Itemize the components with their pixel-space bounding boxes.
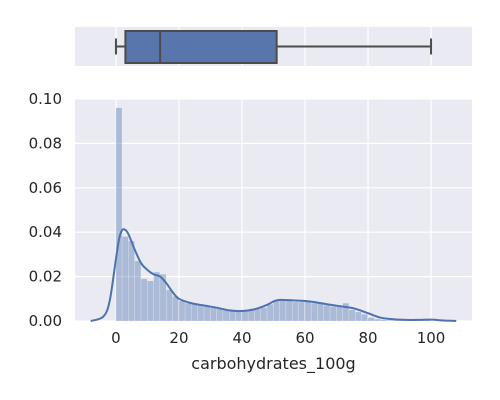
x-axis-title: carbohydrates_100g (191, 354, 355, 374)
y-tick-label: 0.08 (29, 134, 62, 152)
histogram-bar (216, 308, 223, 321)
histogram-bar (311, 303, 318, 321)
x-tick-label: 40 (232, 329, 251, 347)
histogram-bar (368, 317, 374, 321)
histogram-bar (305, 301, 311, 321)
y-tick-labels: 0.00 0.02 0.04 0.06 0.08 0.10 (29, 90, 62, 330)
histogram-bar (166, 289, 173, 321)
histogram-bar (286, 301, 293, 321)
histogram-bar (185, 303, 192, 321)
histogram-grid (75, 98, 472, 322)
box-iqr (124, 30, 278, 64)
histogram-bar (141, 278, 148, 321)
histogram-bar (361, 314, 368, 321)
histogram-bar (292, 302, 299, 321)
x-tick-label: 100 (417, 329, 446, 347)
histogram-bar (342, 303, 349, 321)
histogram-bar (349, 309, 356, 321)
histogram-bar (134, 261, 141, 321)
histogram-bar (210, 307, 217, 321)
histogram-bars (115, 107, 431, 321)
histogram-bar (355, 312, 362, 321)
histogram-panel: 0 20 40 60 80 100 0.00 0.02 0.04 0.06 0.08 0.10 ca… (29, 90, 472, 374)
histogram-bar (147, 281, 154, 321)
histogram-bar (115, 107, 122, 321)
y-tick-label: 0.10 (29, 90, 62, 108)
x-tick-label: 20 (169, 329, 188, 347)
x-tick-label: 60 (295, 329, 314, 347)
histogram-bar (153, 272, 160, 321)
histogram-bar (128, 241, 135, 321)
y-tick-label: 0.04 (29, 223, 62, 241)
y-tick-label: 0.02 (29, 268, 62, 286)
histogram-bar (204, 306, 211, 321)
box-panel (75, 27, 472, 66)
histogram-bar (336, 305, 343, 321)
histogram-bar (248, 309, 255, 321)
histogram-bar (279, 299, 286, 321)
kde-curve (90, 228, 457, 322)
histogram-bar (191, 304, 198, 321)
x-tick-label: 0 (111, 329, 121, 347)
x-tick-label: 80 (358, 329, 377, 347)
histogram-bar (178, 301, 185, 321)
x-tick-labels: 0 20 40 60 80 100 (111, 329, 445, 347)
histogram-bar (172, 296, 179, 321)
histogram-plot-area (75, 99, 472, 321)
histogram-bar (386, 320, 393, 321)
histogram-bar (273, 299, 280, 321)
box-marks (114, 30, 433, 64)
histogram-bar (323, 305, 330, 321)
histogram-bar (298, 302, 305, 321)
histogram-bar (374, 319, 381, 321)
histogram-bar (160, 274, 166, 321)
histogram-bar (122, 236, 129, 321)
histogram-bar (235, 311, 242, 321)
y-tick-label: 0.00 (29, 312, 62, 330)
histogram-bar (317, 303, 324, 321)
histogram-bar (254, 308, 261, 321)
histogram-bar (330, 306, 337, 321)
histogram-bar (229, 310, 236, 321)
histogram-bar (380, 319, 387, 321)
histogram-bar (260, 307, 267, 321)
histogram-bar (241, 311, 248, 321)
histogram-bar (197, 305, 204, 321)
histogram-bar (267, 304, 274, 321)
histogram-bar (223, 309, 229, 321)
y-tick-label: 0.06 (29, 179, 62, 197)
